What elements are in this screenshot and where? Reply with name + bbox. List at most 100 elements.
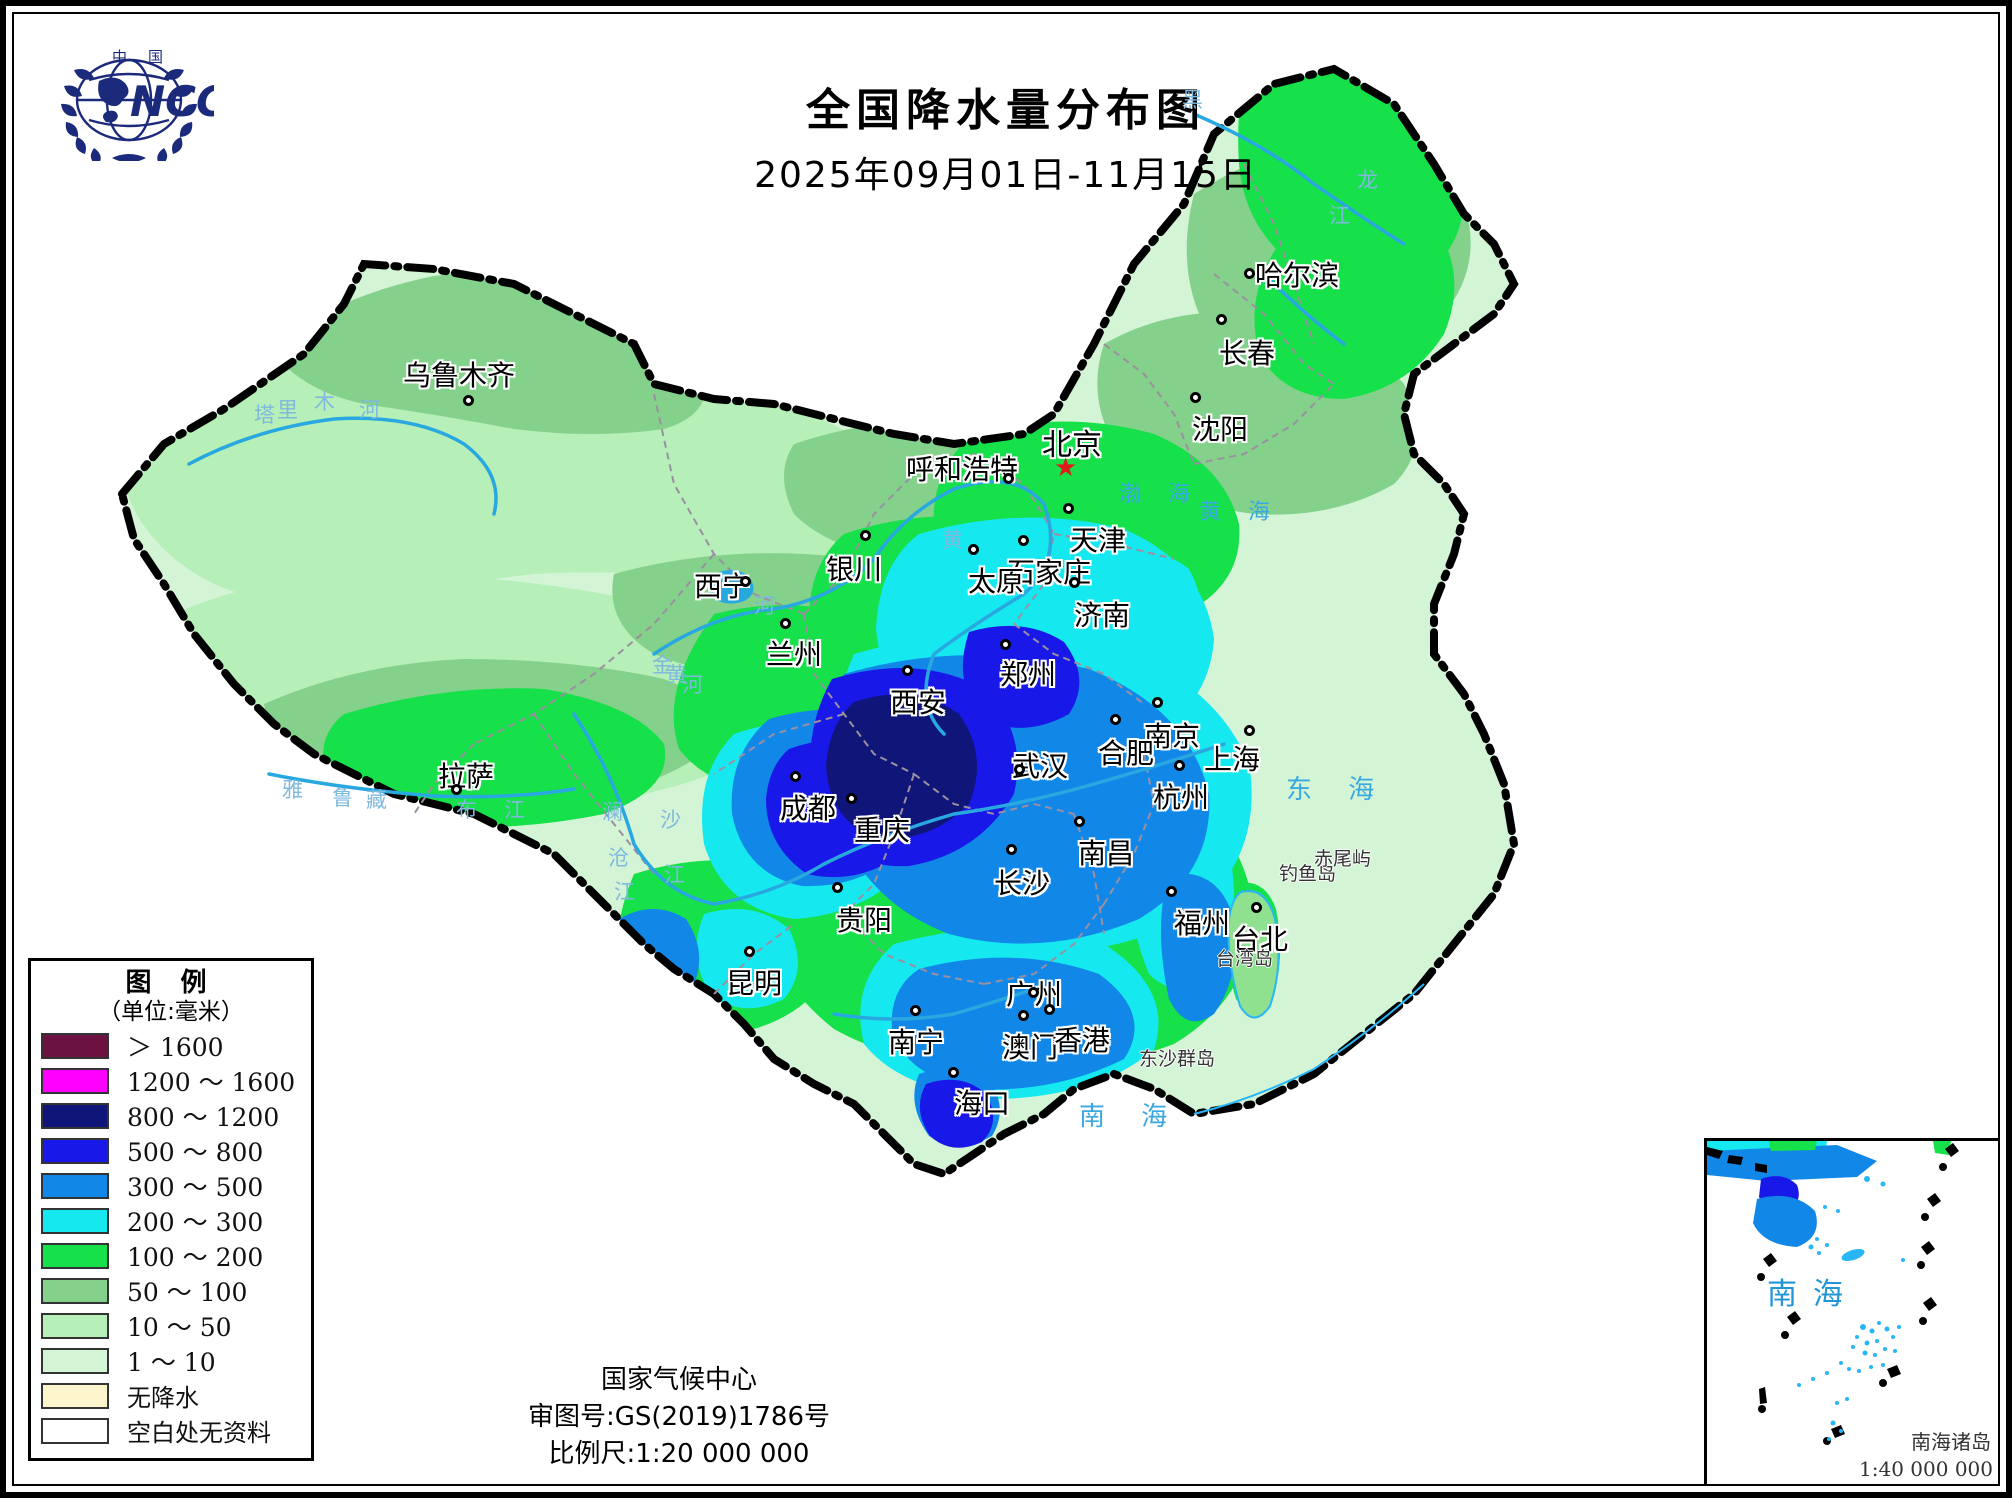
river-label: 塔	[254, 403, 275, 427]
legend-swatch	[41, 1277, 109, 1304]
city-label: 拉萨	[438, 760, 495, 793]
sea-label: 渤 海	[1119, 482, 1200, 507]
islands-dots	[1797, 1176, 1905, 1441]
river-label: 河	[359, 398, 380, 422]
songhua	[1262, 272, 1346, 346]
city-marker-dot	[1028, 987, 1039, 998]
svg-text:国: 国	[148, 48, 163, 66]
city-marker-dot	[1216, 314, 1227, 325]
city-label: 哈尔滨	[1255, 259, 1340, 292]
rivers	[187, 112, 1406, 1021]
river-label: 江	[504, 798, 525, 822]
coastline	[1193, 983, 1425, 1115]
legend-unit: （单位:毫米）	[98, 998, 244, 1025]
pearl-river	[832, 987, 1036, 1021]
globe-icon	[98, 77, 129, 123]
legend-swatch	[41, 1102, 109, 1129]
credit-organization: 国家气候中心	[600, 1365, 757, 1395]
city-label: 合肥	[1098, 737, 1155, 770]
city-marker-dot	[451, 784, 462, 795]
city-marker-dot	[1069, 577, 1080, 588]
city-marker-dot	[744, 946, 755, 957]
river-label: 里	[277, 398, 298, 422]
river-label: 河	[754, 594, 775, 618]
precip-zone-300-500-south	[891, 957, 1135, 1090]
city-marker-dot	[463, 395, 474, 406]
river-label: 江	[664, 863, 685, 887]
precipitation-map-svg	[117, 64, 1519, 1179]
river-label: 金	[652, 653, 673, 677]
south-china-sea-inset: 南海 南海诸岛 1:40 000 000	[1704, 1138, 1998, 1484]
legend-title: 图 例	[125, 968, 217, 998]
national-boundary	[117, 64, 1519, 1179]
legend-label: 空白处无资料	[127, 1419, 271, 1448]
river-label: 黄	[942, 528, 963, 552]
inset-map-svg	[1707, 1141, 1959, 1445]
city-marker-dot	[1251, 902, 1262, 913]
city-marker-dot	[948, 1067, 959, 1078]
city-label: 南宁	[888, 1026, 945, 1059]
river-label: 雅	[282, 778, 303, 802]
inset-caption: 南海诸岛	[1911, 1430, 1991, 1454]
legend-label: 1 ～ 10	[127, 1347, 216, 1377]
city-marker-dot	[910, 1005, 921, 1016]
city-label: 昆明	[726, 967, 783, 1000]
legend-row: 300 ～ 500	[41, 1168, 301, 1203]
city-label: 西宁	[694, 570, 751, 603]
legend-swatch	[41, 1032, 109, 1059]
legend-row: 10 ～ 50	[41, 1308, 301, 1343]
city-marker-dot	[1063, 503, 1074, 514]
precip-field	[122, 69, 1514, 1174]
precip-zone-100-200-ne2	[1254, 203, 1455, 399]
island-label: 赤尾屿	[1314, 848, 1372, 870]
legend-row: 200 ～ 300	[41, 1203, 301, 1238]
province-boundaries	[413, 163, 1335, 995]
heilongjiang	[1192, 112, 1406, 246]
legend-swatch	[41, 1172, 109, 1199]
legend-label: 50 ～ 100	[127, 1277, 248, 1307]
legend-swatch	[41, 1382, 109, 1409]
legend-row: 100 ～ 200	[41, 1238, 301, 1273]
legend-swatch	[41, 1417, 109, 1444]
legend-panel: 图 例 （单位:毫米） ＞ 1600 1200 ～ 1600 800 ～ 1200 5…	[28, 958, 314, 1462]
city-marker-dot	[780, 618, 791, 629]
legend-swatch	[41, 1242, 109, 1269]
river-label: 鲁	[332, 786, 353, 810]
city-marker-dot	[1018, 1010, 1029, 1021]
river-label: 黄	[666, 663, 687, 687]
city-label: 济南	[1074, 599, 1131, 632]
credits-block: 国家气候中心 审图号:GS(2019)1786号 比例尺:1:20 000 00…	[444, 1362, 914, 1473]
map-frame: 中 国 NCC 全国降水量分布图 2025年09月01日-11月15日 北京★ 乌…	[12, 12, 2000, 1486]
city-label: 呼和浩特	[906, 453, 1019, 486]
city-label: 南昌	[1078, 837, 1135, 870]
city-label: 海口	[954, 1087, 1011, 1120]
legend-label: 10 ～ 50	[127, 1312, 232, 1342]
legend-label: 200 ～ 300	[127, 1207, 264, 1237]
river-label: 沧	[608, 846, 629, 870]
legend-row: 500 ～ 800	[41, 1133, 301, 1168]
legend-row: 无降水	[41, 1378, 301, 1413]
legend-label: 无降水	[127, 1384, 199, 1413]
legend-rows: ＞ 1600 1200 ～ 1600 800 ～ 1200 500 ～ 800 300 …	[41, 1028, 301, 1448]
ncc-logo: 中 国 NCC	[61, 48, 214, 161]
legend-label: 300 ～ 500	[127, 1172, 264, 1202]
legend-row: 800 ～ 1200	[41, 1098, 301, 1133]
legend-row: 50 ～ 100	[41, 1273, 301, 1308]
river-label: 澜	[602, 800, 623, 824]
legend-swatch	[41, 1137, 109, 1164]
sea-label: 东 海	[1286, 775, 1389, 805]
city-marker-dot	[968, 544, 979, 555]
city-marker-dot	[1003, 473, 1014, 484]
logo-text-zhongguo: 中	[112, 48, 127, 66]
precip-zone-800-1200-core2	[863, 727, 932, 806]
city-label: 澳门	[1002, 1031, 1059, 1064]
city-label-capital: 北京	[1042, 428, 1102, 463]
city-marker-dot	[1152, 697, 1163, 708]
legend-swatch	[41, 1347, 109, 1374]
legend-swatch	[41, 1207, 109, 1234]
city-marker-dot	[1014, 764, 1025, 775]
logo-acronym: NCC	[130, 77, 214, 126]
sea-label: 黄 海	[1199, 500, 1280, 525]
city-label: 西安	[890, 686, 947, 719]
city-marker-dot	[860, 530, 871, 541]
